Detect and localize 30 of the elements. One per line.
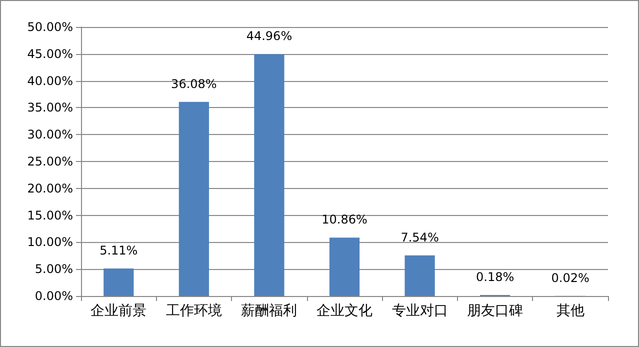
data-label: 44.96% xyxy=(246,29,292,44)
y-tick-label: 30.00% xyxy=(27,128,73,142)
data-label: 7.54% xyxy=(400,230,439,244)
data-label: 0.18% xyxy=(476,270,514,284)
y-tick-label: 50.00% xyxy=(27,20,73,34)
x-tick-label: 专业对口 xyxy=(392,303,448,319)
x-tick-label: 企业前景 xyxy=(90,303,147,319)
x-tick-label: 薪酬福利 xyxy=(241,303,298,319)
y-tick-label: 10.00% xyxy=(27,235,73,250)
x-tick-label: 企业文化 xyxy=(316,303,372,319)
y-tick-label: 5.00% xyxy=(34,262,73,276)
bar xyxy=(178,102,209,296)
y-tick-label: 40.00% xyxy=(27,74,73,88)
data-label: 0.02% xyxy=(551,270,590,285)
y-tick-label: 25.00% xyxy=(27,154,73,168)
y-tick-label: 0.00% xyxy=(34,289,73,303)
x-tick-label: 其他 xyxy=(556,303,584,319)
y-tick-label: 35.00% xyxy=(27,100,73,115)
bar xyxy=(329,238,360,296)
data-label: 36.08% xyxy=(171,76,217,91)
bar xyxy=(104,268,134,296)
y-tick-label: 20.00% xyxy=(27,181,73,196)
y-tick-label: 45.00% xyxy=(27,46,73,61)
data-label: 5.11% xyxy=(100,244,138,258)
bar xyxy=(254,54,284,296)
data-label: 10.86% xyxy=(322,212,368,227)
x-tick-label: 工作环境 xyxy=(166,303,222,319)
x-tick-label: 朋友口碑 xyxy=(467,303,524,319)
y-tick-label: 15.00% xyxy=(27,208,73,222)
bar xyxy=(404,255,435,296)
